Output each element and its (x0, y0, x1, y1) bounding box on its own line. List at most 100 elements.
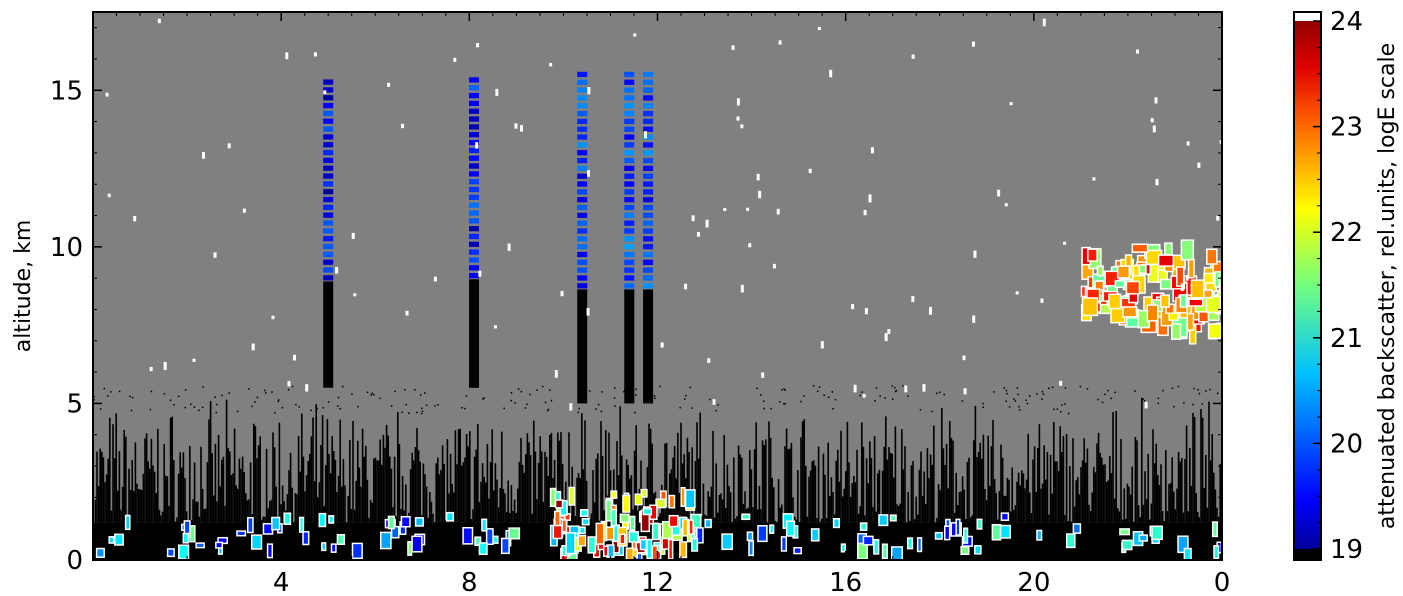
noise-speck (634, 411, 636, 414)
profile-cell (577, 283, 588, 289)
aerosol-patch (268, 544, 272, 557)
aerosol-patch (918, 538, 921, 551)
noise-speck (503, 407, 505, 410)
noise-column (112, 424, 114, 523)
noise-column (941, 408, 943, 523)
noise-column (219, 486, 221, 523)
noise-column (769, 437, 772, 523)
aerosol-patch (874, 540, 878, 554)
noise-speck (756, 387, 758, 390)
noise-column (726, 464, 729, 523)
noise-column (1067, 521, 1069, 523)
noise-column (1161, 511, 1164, 523)
noise-column (1133, 521, 1135, 523)
noise-column (1101, 457, 1103, 523)
noise-speck (110, 391, 112, 393)
noise-column (923, 471, 925, 523)
noise-column (1102, 464, 1105, 523)
noise-column (233, 428, 236, 523)
profile-cell (323, 259, 334, 265)
noise-speck (529, 393, 531, 396)
noise-column (390, 468, 393, 523)
noise-column (211, 453, 213, 523)
noise-speck (1197, 389, 1199, 391)
noise-column (441, 445, 444, 523)
noise-column (531, 513, 533, 523)
noise-column (158, 509, 161, 523)
colorbar-frame (1293, 11, 1322, 561)
aerosol-patch (834, 519, 839, 527)
aerosol-patch (179, 545, 188, 559)
noise-column (278, 422, 281, 523)
profile-cell (624, 87, 635, 93)
noise-column (427, 517, 429, 523)
noise-column (952, 440, 954, 523)
noise-column (885, 416, 887, 523)
sky-dot (1040, 298, 1044, 303)
x-tick-label: 16 (829, 568, 862, 596)
noise-speck (414, 388, 416, 391)
noise-column (318, 481, 321, 523)
noise-speck (281, 406, 284, 409)
noise-column (496, 479, 498, 523)
sky-dot (202, 151, 206, 159)
noise-column (1113, 498, 1116, 523)
noise-speck (1005, 400, 1007, 402)
noise-column (1093, 466, 1095, 523)
sky-dot (904, 385, 908, 393)
noise-speck (1079, 385, 1082, 388)
noise-column (1112, 412, 1114, 523)
noise-column (869, 441, 871, 523)
noise-column (891, 453, 893, 523)
cirrus-cell (1134, 266, 1139, 281)
noise-speck (425, 404, 428, 406)
noise-column (605, 430, 607, 523)
noise-speck (256, 396, 259, 399)
noise-column (1024, 488, 1026, 523)
noise-column (302, 456, 305, 523)
noise-speck (635, 394, 637, 396)
aerosol-patch (264, 524, 272, 534)
noise-column (937, 484, 940, 523)
profile-dark-band (469, 279, 480, 388)
noise-speck (1097, 398, 1099, 401)
cirrus-cell (1173, 266, 1179, 279)
noise-speck (992, 391, 995, 393)
sky-dot (453, 57, 457, 62)
noise-column (1205, 454, 1207, 523)
aerosol-patch (284, 513, 290, 524)
noise-column (525, 454, 527, 523)
noise-column (533, 420, 535, 523)
aerosol-patch (184, 534, 188, 543)
noise-column (1013, 509, 1015, 523)
noise-column (374, 457, 377, 523)
aerosol-patch (1000, 526, 1010, 538)
y-tick-label: 15 (50, 76, 83, 106)
noise-speck (274, 412, 276, 414)
noise-column (193, 462, 196, 523)
noise-speck (1056, 408, 1059, 410)
noise-speck (784, 389, 787, 391)
noise-column (291, 487, 293, 523)
noise-column (1008, 479, 1010, 523)
profile-cell (643, 173, 654, 179)
noise-column (326, 418, 329, 523)
low-cloud-cell (597, 524, 604, 544)
colorbar-tick-label: 24 (1330, 7, 1363, 37)
cirrus-cell (1118, 266, 1129, 278)
sky-dot (776, 208, 780, 215)
noise-column (662, 502, 665, 523)
noise-column (1179, 461, 1181, 523)
noise-column (1129, 494, 1132, 523)
profile-cell (624, 236, 635, 242)
noise-column (768, 421, 770, 523)
noise-column (1141, 397, 1143, 523)
noise-column (152, 465, 154, 523)
noise-column (222, 456, 225, 523)
low-cloud-cell (650, 506, 657, 519)
cirrus-cell (1095, 281, 1103, 290)
noise-column (310, 436, 313, 523)
noise-column (491, 429, 493, 523)
noise-speck (510, 399, 513, 402)
sky-dot (887, 329, 891, 334)
